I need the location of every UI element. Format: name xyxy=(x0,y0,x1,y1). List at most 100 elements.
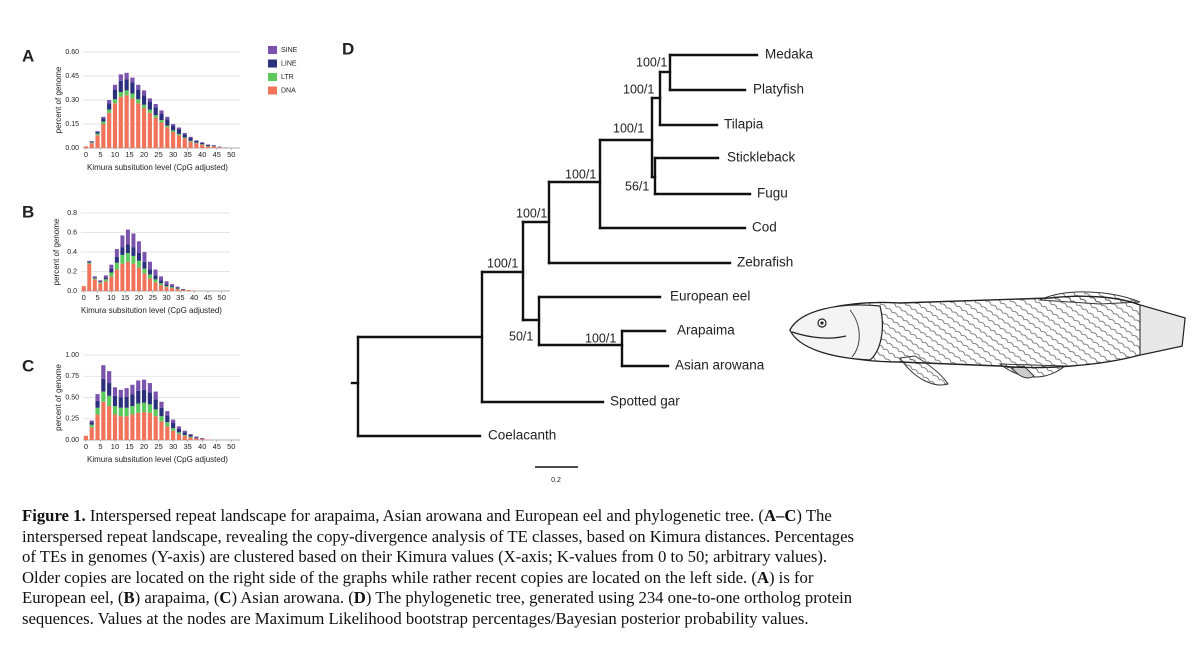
bar-segment xyxy=(112,103,118,148)
bar-segment xyxy=(112,406,118,415)
y-tick-label: 0.50 xyxy=(65,394,79,401)
y-tick-label: 0.15 xyxy=(65,121,79,128)
bar-segment xyxy=(200,144,205,148)
bar-segment xyxy=(131,263,136,291)
bar-segment xyxy=(130,414,135,440)
bar-segment xyxy=(165,125,170,128)
bar-segment xyxy=(131,247,136,256)
bar-segment xyxy=(103,277,108,280)
bar-segment xyxy=(159,283,164,286)
bar-segment xyxy=(159,113,164,120)
panel-label: D xyxy=(342,39,354,58)
bar-segment xyxy=(101,116,106,119)
panel-label: C xyxy=(22,356,34,375)
bar-segment xyxy=(136,252,141,261)
x-tick-label: 15 xyxy=(121,293,129,302)
x-tick-label: 50 xyxy=(227,150,235,159)
bar-segment xyxy=(136,241,141,253)
bar-segment xyxy=(159,416,164,422)
bar-segment xyxy=(136,412,141,440)
bar-segment xyxy=(118,407,123,417)
bar-segment xyxy=(81,286,86,291)
bar-segment xyxy=(89,141,94,143)
x-tick-label: 5 xyxy=(95,293,99,302)
node-support: 50/1 xyxy=(509,329,533,343)
bar-segment xyxy=(147,261,152,270)
x-tick-label: 40 xyxy=(198,442,206,451)
bar-segment xyxy=(175,289,180,291)
bar-segment xyxy=(194,143,199,148)
bar-segment xyxy=(112,395,118,406)
bar-segment xyxy=(171,132,176,148)
bar-segment xyxy=(147,404,152,413)
bar-segment xyxy=(159,401,164,408)
bar-segment xyxy=(153,282,158,291)
bar-segment xyxy=(205,146,211,148)
bar-segment xyxy=(136,390,141,404)
bar-segment xyxy=(92,277,97,279)
bar-segment xyxy=(107,112,112,148)
bar-segment xyxy=(101,118,106,122)
x-tick-label: 20 xyxy=(140,150,148,159)
bar-segment xyxy=(153,399,158,410)
bar-segment xyxy=(153,409,158,417)
bar-segment xyxy=(217,147,222,148)
bar-segment xyxy=(141,104,147,108)
bar-segment xyxy=(200,142,205,145)
bar-segment xyxy=(141,411,147,440)
bar-segment xyxy=(120,247,125,255)
bar-segment xyxy=(112,414,118,440)
x-tick-label: 10 xyxy=(111,442,119,451)
bar-segment xyxy=(159,280,164,284)
bar-segment xyxy=(211,145,216,147)
taxon-label: Tilapia xyxy=(724,117,764,132)
taxon-label: Cod xyxy=(752,220,777,235)
x-tick-label: 25 xyxy=(154,442,162,451)
bar-segment xyxy=(130,394,135,406)
bar-segment xyxy=(103,279,108,282)
bar-segment xyxy=(124,90,129,96)
bar-segment xyxy=(114,269,119,291)
bar-segment xyxy=(114,256,119,263)
bar-segment xyxy=(124,396,129,408)
bar-segment xyxy=(153,269,158,276)
x-axis-title: Kimura subsitution level (CpG adjusted) xyxy=(87,455,228,464)
node-support: 100/1 xyxy=(613,121,644,135)
bar-segment xyxy=(101,401,106,440)
bar-segment xyxy=(125,244,130,253)
panel-label: B xyxy=(22,202,34,221)
bar-segment xyxy=(165,119,170,126)
bar-segment xyxy=(141,379,147,390)
bar-segment xyxy=(125,261,130,291)
bar-segment xyxy=(141,90,147,96)
x-tick-label: 35 xyxy=(176,293,184,302)
taxon-label: Zebrafish xyxy=(737,255,793,270)
bar-segment xyxy=(194,437,199,439)
bar-segment xyxy=(101,365,106,379)
x-tick-label: 30 xyxy=(169,150,177,159)
bar-segment xyxy=(171,419,176,423)
bar-segment xyxy=(109,276,114,291)
bar-segment xyxy=(176,133,182,136)
bar-segment xyxy=(170,287,175,289)
x-tick-label: 15 xyxy=(125,442,133,451)
bar-segment xyxy=(194,140,199,143)
taxon-label: European eel xyxy=(670,289,750,304)
bar-segment xyxy=(171,130,176,132)
bar-segment xyxy=(147,278,152,291)
bar-segment xyxy=(194,142,199,144)
x-tick-label: 15 xyxy=(125,150,133,159)
y-tick-label: 0.8 xyxy=(67,210,77,217)
bar-segment xyxy=(112,89,118,100)
bar-segment xyxy=(130,82,135,94)
bar-segment xyxy=(114,262,119,270)
taxon-label: Coelacanth xyxy=(488,428,556,443)
bar-segment xyxy=(89,143,94,148)
x-axis-title: Kimura subsitution level (CpG adjusted) xyxy=(81,306,222,315)
bar-segment xyxy=(141,402,147,412)
bar-segment xyxy=(147,269,152,275)
bar-segment xyxy=(188,434,193,435)
bar-segment xyxy=(124,388,129,397)
figure-caption: Figure 1. Interspersed repeat landscape … xyxy=(22,506,856,630)
